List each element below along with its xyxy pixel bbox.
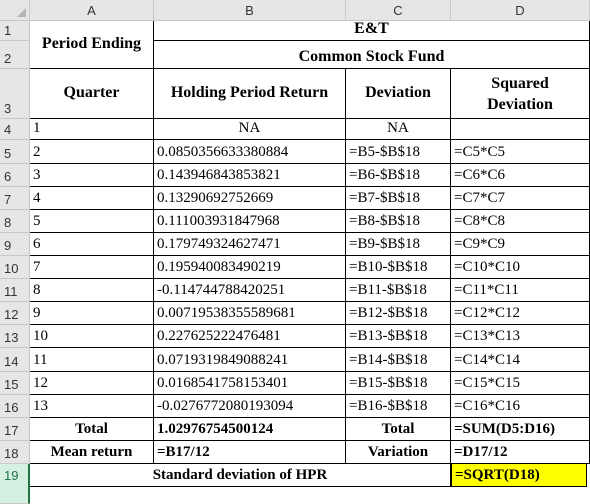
cell-c10[interactable]: =B10-$B$18	[346, 256, 451, 279]
cell-a18-mean-return[interactable]: Mean return	[30, 441, 154, 464]
row-header-1[interactable]: 1	[0, 21, 30, 41]
cell-d4[interactable]	[451, 119, 590, 140]
cell-b18-mean-formula[interactable]: =B17/12	[154, 441, 346, 464]
cell-b6[interactable]: 0.143946843853821	[154, 164, 346, 187]
cell-a11[interactable]: 8	[30, 279, 154, 302]
cell-b15[interactable]: 0.0168541758153401	[154, 372, 346, 395]
row-header-11[interactable]: 11	[0, 279, 30, 302]
cell-a15[interactable]: 12	[30, 372, 154, 395]
cell-c9[interactable]: =B9-$B$18	[346, 233, 451, 256]
column-header-d[interactable]: D	[451, 0, 590, 21]
cell-a5[interactable]: 2	[30, 140, 154, 164]
cell-b4[interactable]: NA	[154, 119, 346, 140]
cell-a13[interactable]: 10	[30, 325, 154, 348]
cell-a8[interactable]: 5	[30, 210, 154, 233]
cell-a12[interactable]: 9	[30, 302, 154, 325]
cell-b3-hpr[interactable]: Holding Period Return	[154, 69, 346, 119]
cell-c7[interactable]: =B7-$B$18	[346, 187, 451, 210]
cell-c17-total[interactable]: Total	[346, 418, 451, 441]
cell-b16[interactable]: -0.0276772080193094	[154, 395, 346, 418]
row-header-10[interactable]: 10	[0, 256, 30, 279]
cell-b12[interactable]: 0.00719538355589681	[154, 302, 346, 325]
cell-c12[interactable]: =B12-$B$18	[346, 302, 451, 325]
cell-b17-hpr-total[interactable]: 1.02976754500124	[154, 418, 346, 441]
row-header-12[interactable]: 12	[0, 302, 30, 325]
cell-d11[interactable]: =C11*C11	[451, 279, 590, 302]
cell-c3-deviation[interactable]: Deviation	[346, 69, 451, 119]
cell-c11[interactable]: =B11-$B$18	[346, 279, 451, 302]
row-header-6[interactable]: 6	[0, 164, 30, 187]
cell-b1-company[interactable]: E&T	[154, 21, 590, 41]
cell-d12[interactable]: =C12*C12	[451, 302, 590, 325]
cell-a3-quarter[interactable]: Quarter	[30, 69, 154, 119]
row-header-19[interactable]: 19	[0, 464, 30, 504]
cell-b10[interactable]: 0.195940083490219	[154, 256, 346, 279]
row-header-17[interactable]: 17	[0, 418, 30, 441]
cell-c6[interactable]: =B6-$B$18	[346, 164, 451, 187]
squared-line-2: Deviation	[487, 95, 553, 113]
cell-a19-stdev-label[interactable]: Standard deviation of HPR	[30, 464, 451, 487]
cell-d9[interactable]: =C9*C9	[451, 233, 590, 256]
select-all-corner[interactable]	[0, 0, 30, 21]
cell-d16[interactable]: =C16*C16	[451, 395, 590, 418]
row-header-7[interactable]: 7	[0, 187, 30, 210]
cell-b5[interactable]: 0.0850356633380884	[154, 140, 346, 164]
cell-a9[interactable]: 6	[30, 233, 154, 256]
column-header-b[interactable]: B	[154, 0, 346, 21]
cell-b8[interactable]: 0.111003931847968	[154, 210, 346, 233]
cell-b7[interactable]: 0.13290692752669	[154, 187, 346, 210]
row-header-15[interactable]: 15	[0, 372, 30, 395]
cell-c18-variation[interactable]: Variation	[346, 441, 451, 464]
cell-a16[interactable]: 13	[30, 395, 154, 418]
cell-c8[interactable]: =B8-$B$18	[346, 210, 451, 233]
row-header-2[interactable]: 2	[0, 41, 30, 69]
row-header-5[interactable]: 5	[0, 140, 30, 164]
cell-d8[interactable]: =C8*C8	[451, 210, 590, 233]
cell-b2-fund[interactable]: Common Stock Fund	[154, 41, 590, 69]
row-header-13[interactable]: 13	[0, 325, 30, 348]
row-header-14[interactable]: 14	[0, 348, 30, 372]
row-header-4[interactable]: 4	[0, 119, 30, 140]
cell-b11[interactable]: -0.114744788420251	[154, 279, 346, 302]
cell-b9[interactable]: 0.179749324627471	[154, 233, 346, 256]
cell-d17-sum[interactable]: =SUM(D5:D16)	[451, 418, 590, 441]
cell-d5[interactable]: =C5*C5	[451, 140, 590, 164]
squared-line-1: Squared	[491, 74, 549, 92]
cell-d3-squared-deviation[interactable]: Squared Deviation	[451, 69, 590, 119]
column-header-c[interactable]: C	[346, 0, 451, 21]
cell-a1-period-ending[interactable]: Period Ending	[30, 21, 154, 69]
cell-a7[interactable]: 4	[30, 187, 154, 210]
cell-d7[interactable]: =C7*C7	[451, 187, 590, 210]
cell-c13[interactable]: =B13-$B$18	[346, 325, 451, 348]
cell-c15[interactable]: =B15-$B$18	[346, 372, 451, 395]
cell-c5[interactable]: =B5-$B$18	[346, 140, 451, 164]
cell-b13[interactable]: 0.227625222476481	[154, 325, 346, 348]
cell-d14[interactable]: =C14*C14	[451, 348, 590, 372]
cell-d19-stdev-formula[interactable]: =SQRT(D18)	[451, 464, 587, 487]
cell-d6[interactable]: =C6*C6	[451, 164, 590, 187]
row-header-9[interactable]: 9	[0, 233, 30, 256]
cell-a10[interactable]: 7	[30, 256, 154, 279]
column-header-a[interactable]: A	[30, 0, 154, 21]
cell-d15[interactable]: =C15*C15	[451, 372, 590, 395]
cell-a6[interactable]: 3	[30, 164, 154, 187]
select-all-icon	[17, 8, 26, 17]
cell-d18-variation-formula[interactable]: =D17/12	[451, 441, 590, 464]
row-header-8[interactable]: 8	[0, 210, 30, 233]
cell-c4[interactable]: NA	[346, 119, 451, 140]
cell-d10[interactable]: =C10*C10	[451, 256, 590, 279]
row-header-16[interactable]: 16	[0, 395, 30, 418]
row-header-18[interactable]: 18	[0, 441, 30, 464]
cell-b14[interactable]: 0.0719319849088241	[154, 348, 346, 372]
cell-a14[interactable]: 11	[30, 348, 154, 372]
cell-c14[interactable]: =B14-$B$18	[346, 348, 451, 372]
cell-a17-total[interactable]: Total	[30, 418, 154, 441]
cell-d13[interactable]: =C13*C13	[451, 325, 590, 348]
cell-a4[interactable]: 1	[30, 119, 154, 140]
row-header-3[interactable]: 3	[0, 69, 30, 119]
cell-c16[interactable]: =B16-$B$18	[346, 395, 451, 418]
